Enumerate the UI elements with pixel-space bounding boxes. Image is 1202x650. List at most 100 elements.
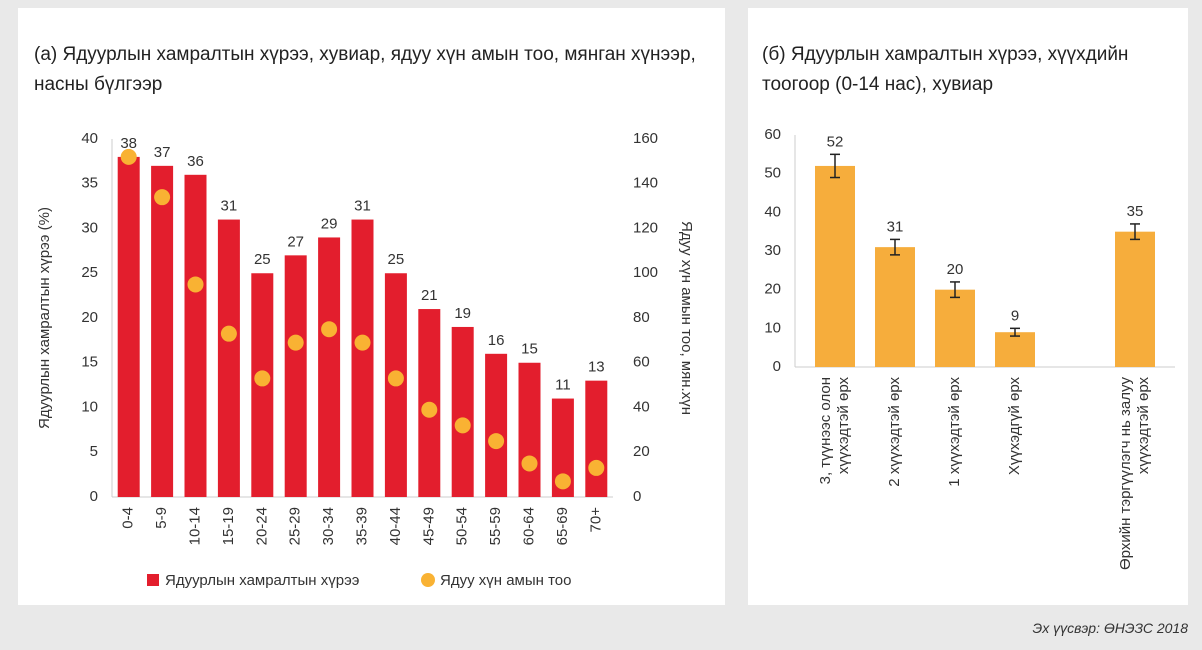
bar (151, 165, 174, 497)
x-tick-label: 35-39 (353, 507, 370, 545)
x-tick-label: Хүүхэдгүй өрх (1006, 377, 1023, 476)
dot (254, 370, 271, 387)
value-label: 31 (354, 198, 371, 215)
dot (154, 189, 171, 206)
dot (220, 325, 237, 342)
bar (585, 380, 608, 497)
x-tick-label: хүүхэдтэй өрх (1135, 377, 1152, 475)
value-label: 15 (521, 341, 538, 358)
x-tick-label: 65-69 (554, 507, 571, 545)
bar (1115, 231, 1155, 367)
chart-title: (б) Ядуурлын хамралтын хүрээ, хүүхдийн т… (762, 44, 1129, 95)
value-label: 29 (321, 215, 338, 232)
y-tick-label: 15 (81, 354, 98, 371)
legend-label: Ядуурлын хамралтын хүрээ (165, 572, 360, 589)
y-tick-label: 0 (90, 488, 98, 505)
x-tick-label: 15-19 (220, 507, 237, 545)
y-tick-label: 20 (81, 309, 98, 326)
bar (351, 219, 374, 498)
y-tick-label: 30 (764, 242, 781, 259)
value-label: 38 (120, 135, 137, 152)
value-label: 31 (887, 218, 904, 235)
value-label: 52 (827, 133, 844, 150)
dot (554, 473, 571, 490)
dot (588, 459, 605, 476)
x-tick-label: 70+ (587, 507, 604, 533)
bar (875, 247, 915, 367)
y2-tick-label: 20 (633, 443, 650, 460)
dot (120, 148, 137, 165)
y-tick-label: 40 (81, 130, 98, 147)
value-label: 16 (488, 332, 505, 349)
x-tick-label: 0-4 (120, 507, 137, 529)
dot (387, 370, 404, 387)
bar (935, 289, 975, 367)
bar (551, 398, 574, 497)
value-label: 27 (287, 233, 304, 250)
bar (184, 174, 207, 498)
dot (321, 321, 338, 338)
y-tick-label: 40 (764, 203, 781, 220)
bar (451, 326, 474, 497)
bar (284, 255, 307, 497)
y-tick-label: 30 (81, 219, 98, 236)
bar (318, 237, 341, 497)
x-tick-label: 10-14 (186, 507, 203, 545)
x-tick-label: 25-29 (287, 507, 304, 545)
y2-axis-title: Ядуу хүн амын тоо, мян.хүн (678, 221, 695, 415)
y-tick-label: 10 (81, 398, 98, 415)
value-label: 13 (588, 359, 605, 376)
value-label: 9 (1011, 307, 1019, 324)
x-tick-label: хүүхэдтэй өрх (835, 377, 852, 475)
x-tick-label: 50-54 (454, 507, 471, 545)
y2-tick-label: 60 (633, 354, 650, 371)
source-note: Эх үүсвэр: ӨНЭЗС 2018 (1032, 620, 1188, 636)
dot (421, 401, 438, 418)
bar (995, 332, 1035, 367)
x-tick-label: 5-9 (153, 507, 170, 529)
value-label: 20 (947, 261, 964, 278)
y-tick-label: 50 (764, 165, 781, 182)
value-label: 35 (1127, 203, 1144, 220)
y-axis-title: Ядуурлын хамралтын хүрээ (%) (36, 207, 53, 429)
y2-tick-label: 160 (633, 130, 658, 147)
legend-label: Ядуу хүн амын тоо (440, 572, 571, 589)
bar (217, 219, 240, 498)
x-tick-label: 60-64 (520, 507, 537, 545)
value-label: 25 (388, 251, 405, 268)
x-tick-label: 30-34 (320, 507, 337, 545)
chart-title: (а) Ядуурлын хамралтын хүрээ, хувиар, яд… (34, 44, 696, 95)
x-tick-label: 40-44 (387, 507, 404, 545)
value-label: 21 (421, 287, 438, 304)
y2-tick-label: 140 (633, 175, 658, 192)
dot (354, 334, 371, 351)
y-tick-label: 5 (90, 443, 98, 460)
x-tick-label: 55-59 (487, 507, 504, 545)
dot (287, 334, 304, 351)
legend-swatch (421, 573, 435, 587)
dot (488, 433, 505, 450)
y2-tick-label: 120 (633, 219, 658, 236)
bar (117, 156, 140, 497)
x-tick-label: 45-49 (420, 507, 437, 545)
y-tick-label: 35 (81, 175, 98, 192)
dot (454, 417, 471, 434)
x-tick-label: 3, түүнээс олон (817, 377, 834, 484)
y2-tick-label: 100 (633, 264, 658, 281)
bar (815, 165, 855, 367)
x-tick-label: Өрхийн тэргүүлэгч нь залуу (1117, 377, 1134, 570)
value-label: 25 (254, 251, 271, 268)
x-tick-label: 20-24 (253, 507, 270, 545)
x-tick-label: 1 хүүхэдтэй өрх (946, 377, 963, 487)
y-tick-label: 25 (81, 264, 98, 281)
y-tick-label: 0 (773, 358, 781, 375)
y2-tick-label: 80 (633, 309, 650, 326)
y2-tick-label: 40 (633, 398, 650, 415)
value-label: 37 (154, 144, 171, 161)
y-tick-label: 20 (764, 281, 781, 298)
value-label: 31 (221, 198, 238, 215)
value-label: 11 (555, 377, 571, 394)
y2-tick-label: 0 (633, 488, 641, 505)
